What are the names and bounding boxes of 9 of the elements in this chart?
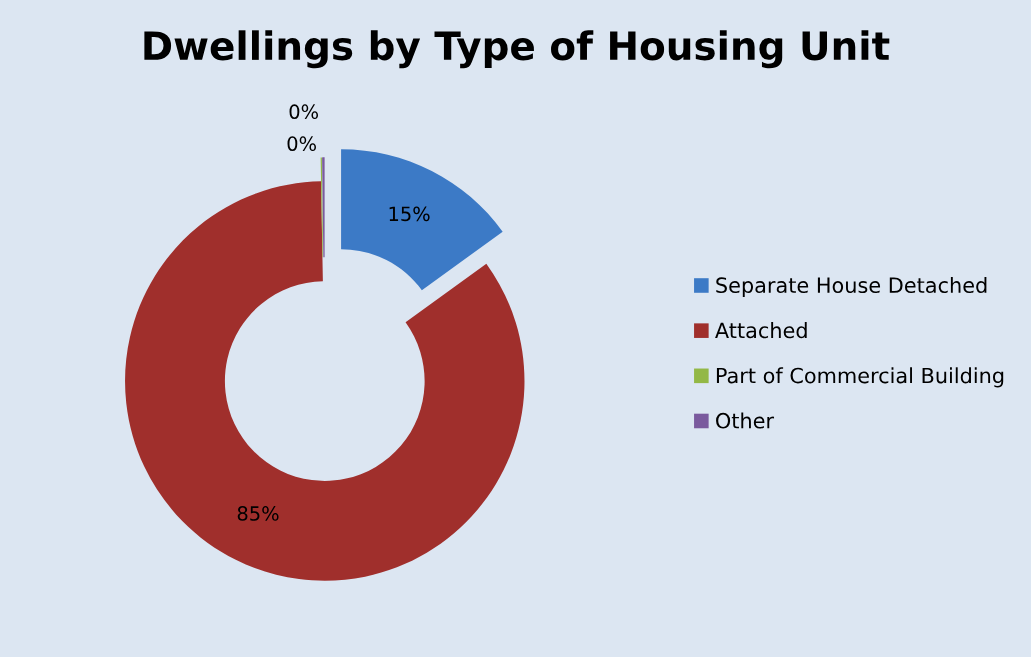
data-label: 0% <box>289 104 319 120</box>
data-label: 15% <box>389 206 430 222</box>
legend-label: Separate House Detached <box>716 276 987 298</box>
legend-label: Attached <box>715 322 807 339</box>
data-label: 85% <box>237 506 279 521</box>
legend-label: Other <box>716 412 775 429</box>
chart-title: Dwellings by Type of Housing Unit <box>144 30 890 69</box>
data-label: 0% <box>287 136 316 152</box>
legend-label: Part of Commercial Building <box>716 367 1004 388</box>
